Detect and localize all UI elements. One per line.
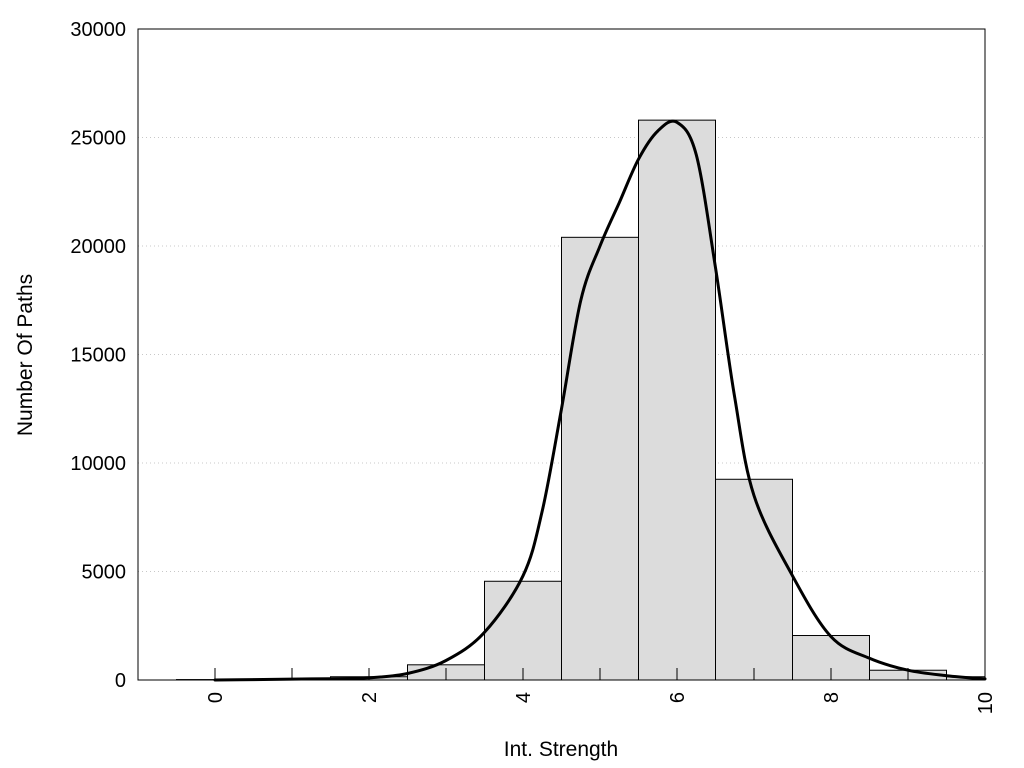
- x-tick-label: 8: [821, 692, 843, 703]
- y-tick-label: 30000: [70, 19, 126, 41]
- y-tick-label: 15000: [70, 345, 126, 367]
- x-tick-label: 4: [513, 692, 535, 703]
- histogram-bar: [561, 236, 639, 681]
- x-tick-labels: 0 2 4 6 8 10: [205, 692, 997, 714]
- histogram-bar: [715, 478, 793, 681]
- y-axis-title: Number Of Paths: [14, 274, 37, 436]
- density-curve-layer: [213, 119, 987, 682]
- density-curve: [213, 119, 987, 682]
- y-tick-label: 0: [115, 670, 126, 692]
- x-tick-label: 10: [975, 692, 997, 714]
- histogram-bar: [638, 119, 716, 681]
- bars-layer: [176, 119, 986, 681]
- x-ticks-layer: [214, 668, 909, 680]
- x-axis-title: Int. Strength: [504, 738, 618, 761]
- y-tick-label: 10000: [70, 453, 126, 475]
- x-tick-label: 6: [667, 692, 689, 703]
- plot-frame: [137, 28, 986, 681]
- y-tick-label: 5000: [82, 562, 127, 584]
- x-tick-label: 0: [205, 692, 227, 703]
- y-tick-labels: 0 5000 10000 15000 20000 25000 30000: [70, 19, 126, 692]
- x-tick-label: 2: [359, 692, 381, 703]
- histogram-bar: [484, 580, 562, 681]
- y-tick-label: 20000: [70, 236, 126, 258]
- y-tick-label: 25000: [70, 128, 126, 150]
